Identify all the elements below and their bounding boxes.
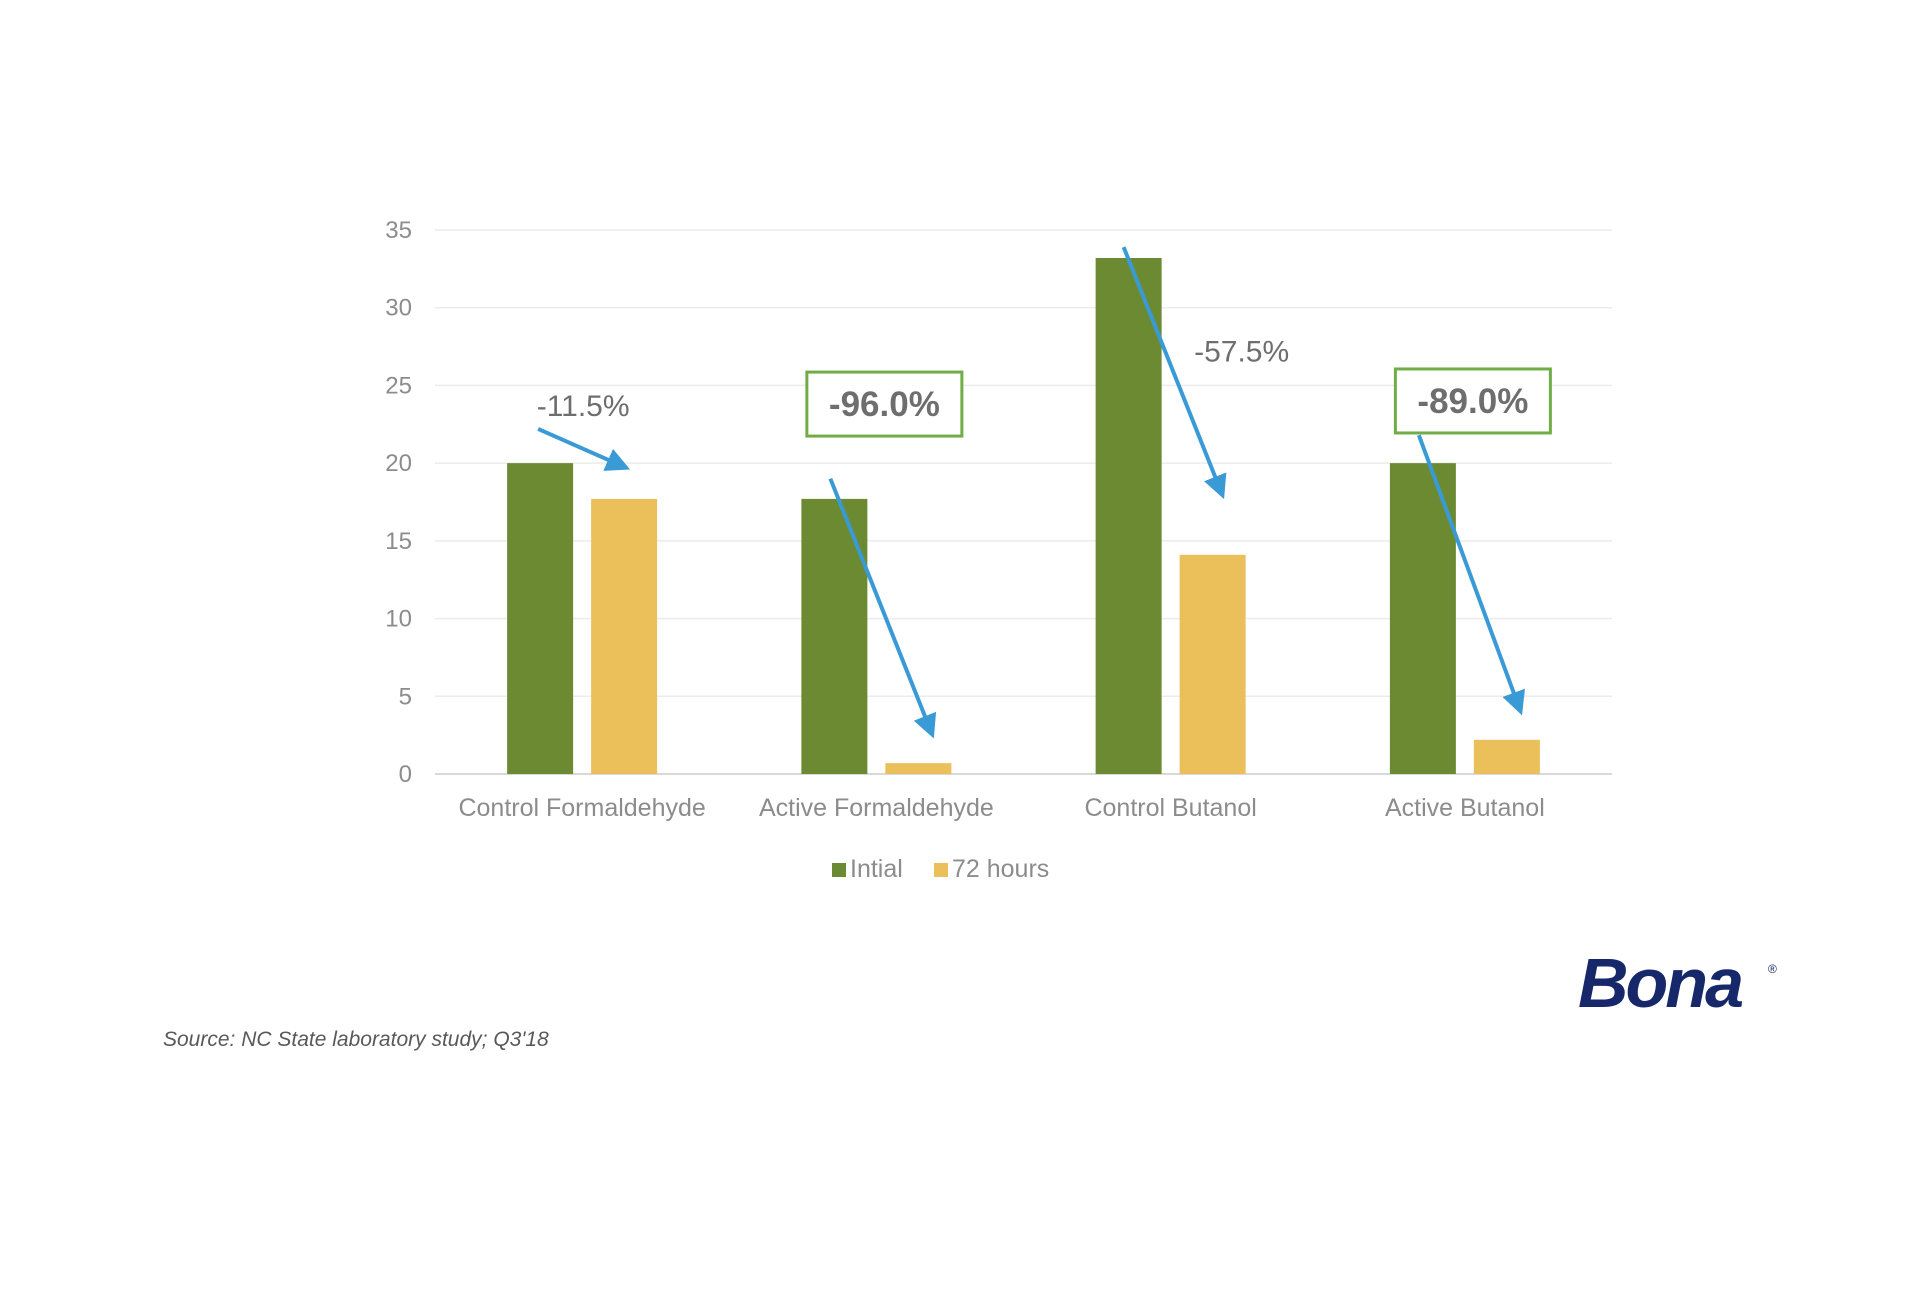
change-arrow bbox=[537, 427, 631, 471]
annotation-label: -57.5% bbox=[1194, 336, 1289, 369]
bar-72-hours bbox=[885, 763, 952, 774]
y-axis-ticks: 0 5 10 15 20 25 30 35 bbox=[385, 217, 412, 788]
annotation-box bbox=[805, 370, 964, 438]
registered-mark: ® bbox=[1768, 962, 1777, 976]
bar-initial bbox=[507, 463, 574, 774]
bar-72-hours bbox=[1179, 554, 1246, 774]
y-tick-label: 30 bbox=[385, 295, 412, 322]
x-category-label: Active Butanol bbox=[1385, 794, 1545, 822]
change-arrow bbox=[1416, 434, 1525, 716]
y-tick-label: 15 bbox=[385, 528, 412, 555]
annotation-box bbox=[1393, 367, 1552, 435]
legend-swatch-initial bbox=[832, 863, 846, 877]
source-note: Source: NC State laboratory study; Q3'18 bbox=[163, 1028, 549, 1051]
annotation-label: -89.0% bbox=[1417, 382, 1528, 421]
y-tick-label: 20 bbox=[385, 450, 412, 477]
legend-swatch-72-hours bbox=[934, 863, 948, 877]
bona-logo: Bona bbox=[1578, 944, 1744, 1022]
x-category-label: Control Butanol bbox=[1084, 794, 1256, 822]
bar-initial bbox=[801, 498, 868, 774]
change-annotations: -11.5% -96.0% -57.5% -89.0% bbox=[537, 336, 1552, 438]
x-category-label: Control Formaldehyde bbox=[458, 794, 705, 822]
legend: Intial 72 hours bbox=[832, 855, 1049, 883]
bars bbox=[507, 257, 1540, 774]
change-arrow bbox=[1121, 246, 1227, 500]
legend-label-72-hours: 72 hours bbox=[952, 855, 1049, 883]
y-tick-label: 10 bbox=[385, 606, 412, 633]
bar-72-hours bbox=[591, 498, 658, 774]
y-tick-label: 0 bbox=[399, 761, 412, 788]
change-arrows bbox=[537, 246, 1525, 739]
y-tick-label: 5 bbox=[399, 683, 412, 710]
y-tick-label: 25 bbox=[385, 372, 412, 399]
y-tick-label: 35 bbox=[385, 217, 412, 244]
bar-72-hours bbox=[1473, 739, 1540, 774]
bar-initial bbox=[1095, 257, 1162, 774]
bar-initial bbox=[1389, 463, 1456, 774]
legend-label-initial: Intial bbox=[850, 855, 903, 883]
x-category-label: Active Formaldehyde bbox=[759, 794, 994, 822]
change-arrow bbox=[828, 477, 937, 739]
annotation-label: -96.0% bbox=[829, 385, 940, 424]
x-axis-labels: Control Formaldehyde Active Formaldehyde C… bbox=[458, 794, 1544, 822]
annotation-label: -11.5% bbox=[537, 390, 630, 423]
